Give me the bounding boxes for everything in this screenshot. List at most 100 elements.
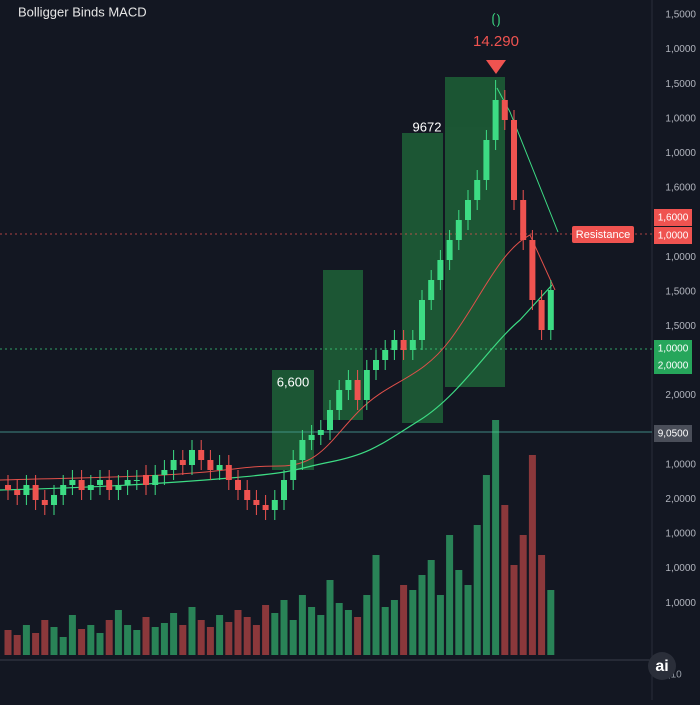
- price-axis-label: 2,0000: [665, 494, 696, 505]
- chart-title: Bolligger Binds MACD: [18, 4, 147, 19]
- candle-body: [547, 290, 554, 330]
- volume-bar: [473, 525, 481, 655]
- candle-body: [23, 485, 30, 495]
- candle-body: [78, 480, 85, 490]
- candle-body: [152, 475, 159, 485]
- volume-bar: [197, 620, 205, 655]
- volume-bar: [409, 590, 417, 655]
- volume-bar: [436, 595, 444, 655]
- logo-bg: [648, 652, 676, 680]
- candle-body: [41, 500, 48, 505]
- volume-bar: [381, 607, 389, 655]
- price-badge-label: 2,0000: [658, 361, 689, 372]
- candle-body: [492, 100, 499, 140]
- volume-bar: [482, 475, 490, 655]
- price-axis-label: 1,0000: [665, 113, 696, 124]
- volume-bar: [252, 625, 260, 655]
- candle-body: [69, 480, 76, 485]
- candle-body: [106, 480, 113, 490]
- volume-bar: [59, 637, 67, 655]
- ma-green: [0, 284, 553, 491]
- candle-body: [317, 430, 324, 435]
- box-label: 6,600: [277, 374, 310, 389]
- price-axis-label: 1,0000: [665, 598, 696, 609]
- candle-body: [290, 460, 297, 480]
- candle-body: [271, 500, 278, 510]
- price-axis-label: 1,6000: [665, 183, 696, 194]
- candle-body: [363, 370, 370, 400]
- candle-body: [400, 340, 407, 350]
- volume-bar: [96, 633, 104, 655]
- volume-bar: [133, 630, 141, 655]
- price-axis-label: 1,0000: [665, 563, 696, 574]
- candle-body: [216, 465, 223, 470]
- candle-body: [327, 410, 333, 430]
- price-badge: [654, 357, 692, 374]
- candle-body: [198, 450, 205, 460]
- candle-body: [179, 460, 186, 465]
- volume-bar: [105, 620, 113, 655]
- icon: ⟮⟯: [491, 11, 500, 28]
- volume-bar: [390, 600, 398, 655]
- candle-body: [428, 280, 435, 300]
- volume-bar: [170, 613, 178, 655]
- volume-bar: [22, 625, 30, 655]
- volume-bar: [4, 630, 12, 655]
- volume-bar: [41, 620, 49, 655]
- volume-bar: [13, 635, 21, 655]
- volume-bar: [427, 560, 435, 655]
- candle-body: [446, 240, 453, 260]
- price-badge-label: 1,6000: [658, 213, 689, 224]
- volume-bar: [519, 535, 527, 655]
- peak-label: 14.290: [473, 33, 519, 50]
- volume-bar: [326, 580, 334, 655]
- ma-red: [0, 234, 556, 481]
- price-axis-label: 2,0000: [665, 390, 696, 401]
- candle-body: [60, 485, 67, 495]
- candle-body: [373, 360, 379, 370]
- candle-body: [455, 220, 462, 240]
- candle-body: [225, 465, 232, 480]
- volume-bar: [354, 617, 362, 655]
- volume-bar: [87, 625, 95, 655]
- candle-body: [133, 480, 140, 481]
- price-axis-label: 1,0000: [665, 44, 696, 55]
- candle-body: [14, 490, 21, 495]
- price-badge-label: 1,0000: [658, 231, 689, 242]
- candle-body: [437, 260, 444, 280]
- marks: 1,5000 1,0000 1,5000 1,0000 1,0000 1,6000 1,00…: [4, 10, 696, 655]
- candle-body: [501, 100, 508, 120]
- candle-body: [51, 495, 57, 505]
- resistance-badge: [572, 226, 634, 243]
- price-badge: [654, 425, 692, 442]
- candle-body: [336, 390, 343, 410]
- candle-body: [299, 440, 306, 460]
- candle-body: [253, 500, 260, 505]
- volume-bar: [335, 603, 343, 655]
- candle-body: [235, 480, 241, 490]
- candle-body: [382, 350, 389, 360]
- price-badge: [654, 209, 692, 226]
- candle-body: [520, 200, 527, 240]
- volume-bar: [344, 610, 352, 655]
- candle-body: [354, 380, 361, 400]
- volume-bar: [68, 615, 76, 655]
- volume-bar: [234, 610, 242, 655]
- price-axis-label: 1,5000: [665, 10, 696, 21]
- candle-body: [189, 450, 195, 465]
- volume-bar: [492, 420, 500, 655]
- volume-bar: [400, 585, 408, 655]
- volume-bar: [372, 555, 380, 655]
- box-label: 9672: [413, 119, 442, 134]
- candle-body: [483, 140, 490, 180]
- volume-bar: [271, 613, 279, 655]
- volume-bar: [50, 627, 58, 655]
- price-axis-label: 1,5000: [665, 321, 696, 332]
- candle-body: [244, 490, 251, 500]
- volume-bar: [243, 617, 251, 655]
- candle-body: [391, 340, 398, 350]
- price-axis-label: 1,0000: [665, 459, 696, 470]
- highlight-boxes: [272, 77, 505, 470]
- peak-arrow: [486, 60, 506, 74]
